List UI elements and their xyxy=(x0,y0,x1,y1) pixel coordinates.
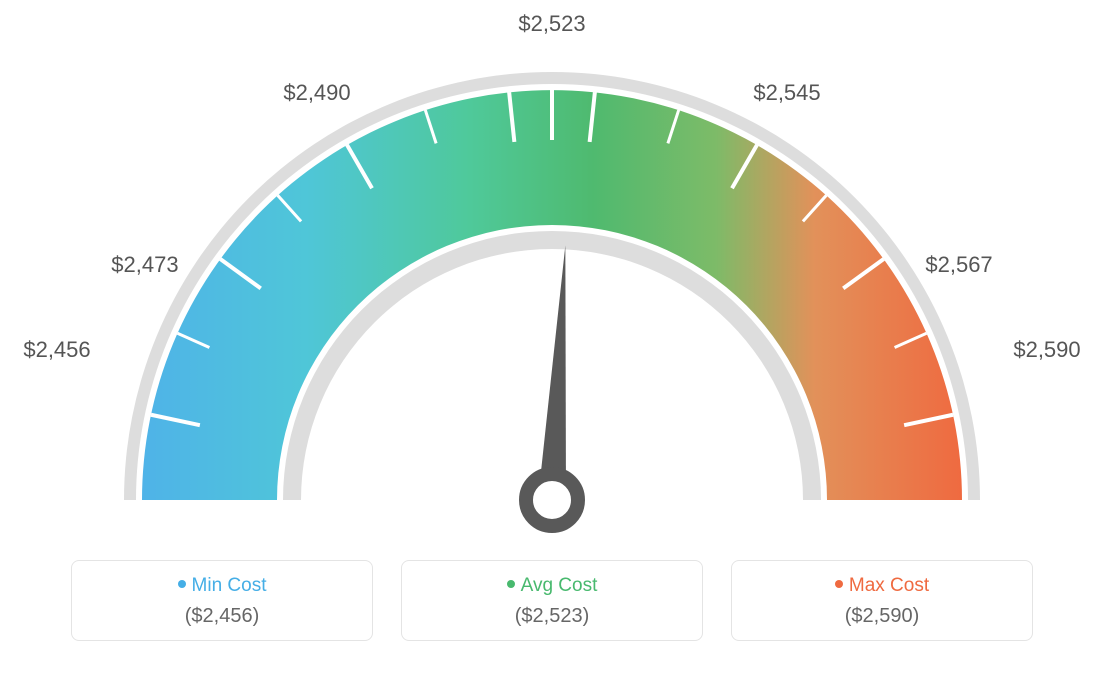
legend-card-avg: Avg Cost ($2,523) xyxy=(401,560,703,641)
legend-value-avg: ($2,523) xyxy=(402,605,702,628)
legend-label: Min Cost xyxy=(192,575,267,596)
legend-card-min: Min Cost ($2,456) xyxy=(71,560,373,641)
legend: Min Cost ($2,456) Avg Cost ($2,523) Max … xyxy=(0,560,1104,641)
legend-label: Max Cost xyxy=(849,575,929,596)
cost-gauge-widget: $2,456 $2,473 $2,490 $2,523 $2,545 $2,567 $2,5… xyxy=(0,0,1104,690)
gauge-scale-label: $2,545 xyxy=(753,80,820,106)
gauge-scale-label: $2,473 xyxy=(111,252,178,278)
legend-value-max: ($2,590) xyxy=(732,605,1032,628)
legend-value-min: ($2,456) xyxy=(72,605,372,628)
gauge-scale-label: $2,490 xyxy=(283,80,350,106)
dot-icon xyxy=(835,580,843,588)
gauge-chart: $2,456 $2,473 $2,490 $2,523 $2,545 $2,567 $2,5… xyxy=(0,0,1104,560)
legend-title-avg: Avg Cost xyxy=(402,575,702,597)
legend-title-min: Min Cost xyxy=(72,575,372,597)
gauge-scale-label: $2,523 xyxy=(518,11,585,37)
gauge-scale-label: $2,456 xyxy=(23,337,90,363)
gauge-hub xyxy=(526,474,578,526)
dot-icon xyxy=(507,580,515,588)
legend-title-max: Max Cost xyxy=(732,575,1032,597)
gauge-scale-label: $2,590 xyxy=(1013,337,1080,363)
gauge-scale-label: $2,567 xyxy=(925,252,992,278)
legend-label: Avg Cost xyxy=(521,575,598,596)
gauge-svg xyxy=(0,0,1104,560)
legend-card-max: Max Cost ($2,590) xyxy=(731,560,1033,641)
gauge-needle xyxy=(538,245,566,500)
dot-icon xyxy=(178,580,186,588)
